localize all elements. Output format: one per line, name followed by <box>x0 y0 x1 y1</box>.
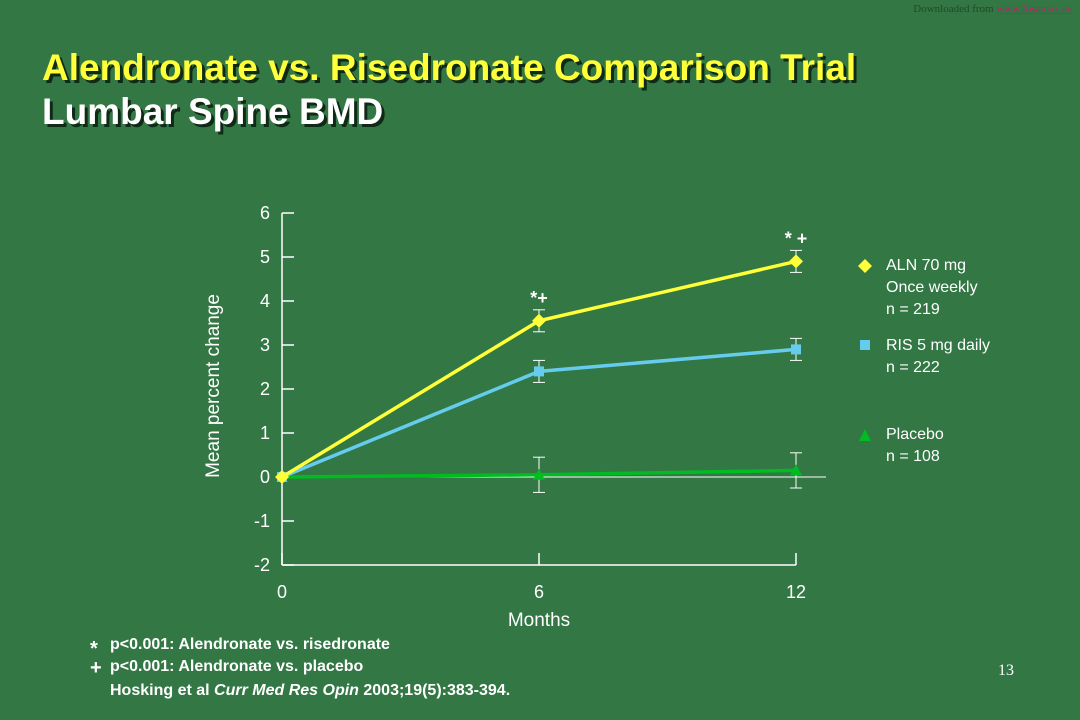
data-point-placebo <box>533 468 545 480</box>
footnote-plus-text: p<0.001: Alendronate vs. placebo <box>110 658 364 675</box>
diamond-marker-icon <box>858 259 872 273</box>
data-point-ris <box>534 366 544 377</box>
plus-symbol: + <box>90 657 102 679</box>
data-point-aln <box>275 470 289 484</box>
legend-aln-line2: Once weekly <box>886 279 978 296</box>
legend-placebo-line1: Placebo <box>886 426 944 443</box>
title-line-2: Lumbar Spine BMD <box>42 91 384 132</box>
legend-ris-line1: RIS 5 mg daily <box>886 337 991 354</box>
star-symbol: * <box>90 638 98 660</box>
x-tick-label: 6 <box>534 582 544 602</box>
x-tick-label: 0 <box>277 582 287 602</box>
data-point-placebo <box>790 464 802 476</box>
footnote-star-text: p<0.001: Alendronate vs. risedronate <box>110 636 390 653</box>
y-tick-label: 0 <box>260 467 270 487</box>
y-tick-label: -2 <box>254 555 270 575</box>
data-point-aln <box>789 254 803 269</box>
data-point-ris <box>791 344 801 355</box>
download-notice: Downloaded from www.fosamax.ae <box>913 3 1072 15</box>
citation-journal: Curr Med Res Opin <box>214 682 359 699</box>
significance-annotation: *+ <box>530 288 548 308</box>
download-prefix: Downloaded from <box>913 3 994 15</box>
legend-aln-line3: n = 219 <box>886 301 940 318</box>
legend-ris-line2: n = 222 <box>886 359 940 376</box>
legend-placebo-line2: n = 108 <box>886 448 940 465</box>
legend-aln-line1: ALN 70 mg <box>886 257 967 274</box>
x-axis-label: Months <box>508 610 570 631</box>
triangle-marker-icon <box>859 429 871 441</box>
slide-title: Alendronate vs. Risedronate Comparison T… <box>42 46 856 134</box>
page-number: 13 <box>998 662 1014 679</box>
data-point-aln <box>532 313 546 328</box>
y-tick-label: 1 <box>260 423 270 443</box>
y-tick-label: 6 <box>260 203 270 223</box>
citation-rest: 2003;19(5):383-394. <box>358 682 511 699</box>
y-axis-label: Mean percent change <box>203 294 224 478</box>
y-tick-label: -1 <box>254 511 270 531</box>
significance-annotation: * + <box>785 228 808 248</box>
square-marker-icon <box>860 340 870 350</box>
y-tick-label: 5 <box>260 247 270 267</box>
citation-authors: Hosking et al <box>110 682 215 699</box>
title-line-1: Alendronate vs. Risedronate Comparison T… <box>42 47 857 88</box>
y-tick-label: 4 <box>260 291 270 311</box>
x-tick-label: 12 <box>786 582 806 602</box>
download-link[interactable]: www.fosamax.ae <box>996 3 1072 15</box>
y-tick-label: 3 <box>260 335 270 355</box>
y-tick-label: 2 <box>260 379 270 399</box>
